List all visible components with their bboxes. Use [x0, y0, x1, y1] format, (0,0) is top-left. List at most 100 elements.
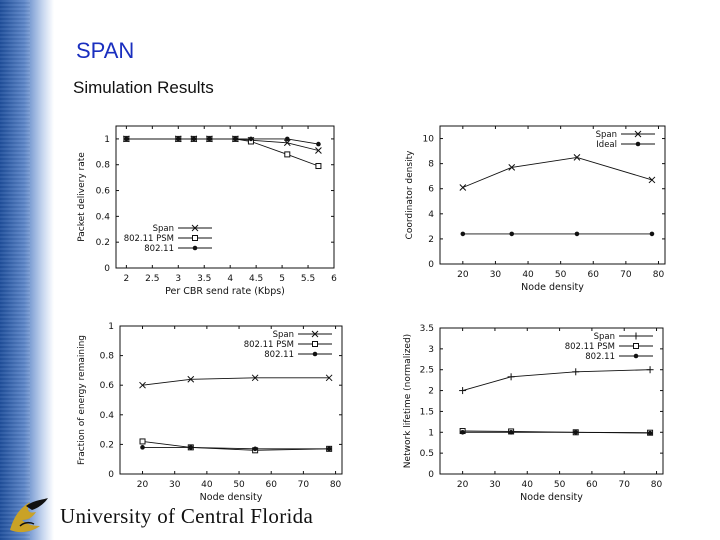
chart-packet-delivery: 2 2.5 3 3.5 4 4.5 5 5.5 6 0 0.2 0.4 0.6 0.8 1 Per CBR s… — [77, 125, 337, 297]
side-gradient-bar — [0, 0, 54, 540]
data-point-s2-3 — [326, 446, 332, 452]
data-point-s0-7 — [315, 147, 322, 154]
data-point-s2-2 — [191, 136, 197, 142]
x-tick-label: 5.5 — [301, 274, 315, 284]
x-axis-label: Node density — [520, 492, 583, 503]
legend-label-0: Span — [273, 330, 294, 340]
y-tick-label: 0.8 — [100, 352, 115, 362]
x-tick-label: 60 — [586, 480, 598, 490]
legend-label-2: 802.11 — [585, 352, 615, 362]
y-tick-label: 0 — [108, 470, 114, 480]
legend-marker-2 — [312, 351, 318, 357]
data-point-s2-0 — [124, 136, 129, 142]
series-line-0 — [462, 369, 651, 392]
university-name: University of Central Florida — [60, 504, 314, 528]
legend-label-1: 802.11 PSM — [124, 234, 174, 244]
y-tick-label: 1 — [428, 428, 434, 438]
x-tick-label: 70 — [618, 480, 630, 490]
x-tick-label: 80 — [653, 270, 665, 280]
series-line-2 — [126, 138, 319, 145]
legend-marker-1 — [192, 235, 198, 241]
x-tick-label: 2.5 — [145, 274, 159, 284]
legend-label-1: 802.11 PSM — [565, 342, 615, 352]
data-point-s2-5 — [248, 136, 254, 142]
legend-label-1: Ideal — [596, 140, 617, 150]
y-tick-label: 0 — [104, 264, 110, 274]
y-tick-label: 4 — [428, 210, 434, 220]
data-point-s1-1 — [509, 231, 515, 237]
x-tick-label: 20 — [137, 480, 149, 490]
x-tick-label: 40 — [522, 480, 534, 490]
y-tick-label: 0.2 — [100, 440, 114, 450]
data-point-s0-2 — [572, 368, 580, 376]
data-point-s2-3 — [207, 136, 212, 142]
data-point-s0-3 — [648, 176, 656, 184]
x-tick-label: 2 — [124, 274, 130, 284]
data-point-s2-2 — [573, 429, 579, 435]
data-point-s2-1 — [508, 429, 514, 435]
data-point-s2-7 — [316, 141, 321, 147]
legend-marker-1 — [633, 343, 639, 349]
y-tick-label: 0.4 — [96, 212, 111, 222]
y-tick-label: 2 — [428, 235, 434, 245]
data-point-s1-6 — [284, 151, 291, 158]
x-tick-label: 4.5 — [249, 274, 263, 284]
plot-frame — [439, 125, 666, 265]
y-tick-label: 8 — [428, 160, 434, 170]
y-tick-label: 0.8 — [96, 161, 111, 171]
data-point-s0-3 — [325, 374, 333, 382]
x-tick-label: 3 — [175, 274, 181, 284]
x-tick-label: 20 — [457, 270, 469, 280]
y-tick-label: 1 — [108, 322, 114, 332]
x-tick-label: 70 — [298, 480, 310, 490]
legend-marker-2 — [633, 353, 639, 359]
data-point-s0-6 — [283, 139, 291, 147]
y-axis-label: Packet delivery rate — [77, 152, 87, 242]
data-point-s1-0 — [460, 231, 466, 237]
data-point-s0-0 — [139, 381, 146, 389]
data-point-s0-1 — [187, 375, 195, 383]
plot-frame — [119, 325, 343, 475]
data-point-s1-3 — [649, 231, 655, 237]
data-point-s0-0 — [459, 387, 467, 395]
y-tick-label: 0.6 — [100, 381, 115, 391]
data-point-s0-1 — [507, 373, 515, 381]
y-tick-label: 0.5 — [420, 449, 434, 459]
data-point-s2-1 — [188, 445, 194, 450]
x-tick-label: 30 — [169, 480, 181, 490]
legend-marker-0 — [191, 224, 199, 232]
y-tick-label: 1 — [104, 135, 110, 145]
legend-marker-1 — [635, 141, 641, 147]
series-line-0 — [142, 377, 330, 386]
x-tick-label: 5 — [279, 274, 285, 284]
y-tick-label: 1.5 — [420, 407, 434, 417]
y-tick-label: 0.6 — [96, 187, 111, 197]
data-point-s2-4 — [233, 136, 238, 142]
chart-coordinator-density: 20 30 40 50 60 70 80 0 2 4 6 8 10 Node density Coordin… — [405, 125, 666, 293]
y-tick-label: 0.4 — [100, 411, 115, 421]
x-tick-label: 50 — [554, 480, 566, 490]
legend-label-0: Span — [153, 224, 174, 234]
x-tick-label: 80 — [330, 480, 342, 490]
legend-label-0: Span — [596, 130, 617, 140]
data-point-s2-1 — [175, 136, 181, 142]
data-point-s0-3 — [646, 366, 654, 374]
y-tick-label: 3.5 — [420, 324, 434, 334]
x-tick-label: 40 — [522, 270, 534, 280]
plot-frame — [439, 327, 664, 475]
data-point-s2-3 — [647, 430, 653, 436]
y-tick-label: 0 — [428, 470, 434, 480]
x-tick-label: 6 — [331, 274, 337, 284]
legend-marker-1 — [312, 341, 318, 347]
plot-frame — [115, 125, 335, 269]
x-tick-label: 70 — [620, 270, 632, 280]
pegasus-logo-icon — [10, 498, 48, 533]
x-tick-label: 30 — [489, 480, 501, 490]
x-tick-label: 40 — [201, 480, 213, 490]
x-tick-label: 50 — [233, 480, 245, 490]
x-tick-label: 60 — [588, 270, 600, 280]
x-axis-label: Per CBR send rate (Kbps) — [165, 286, 285, 297]
legend-label-2: 802.11 — [144, 244, 174, 254]
legend-label-2: 802.11 — [264, 350, 294, 360]
legend-marker-2 — [192, 245, 198, 251]
